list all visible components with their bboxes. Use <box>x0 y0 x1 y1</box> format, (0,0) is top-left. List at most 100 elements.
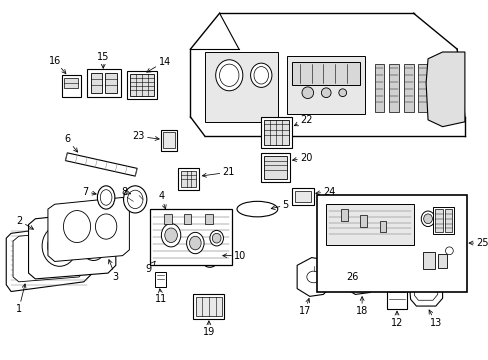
Bar <box>422 252 434 269</box>
Bar <box>64 78 78 88</box>
Bar <box>161 130 177 151</box>
Text: 10: 10 <box>223 251 246 261</box>
Bar <box>418 64 427 112</box>
Ellipse shape <box>445 247 452 255</box>
Bar <box>261 117 292 148</box>
Text: 18: 18 <box>355 297 367 316</box>
Bar <box>264 120 289 145</box>
Bar <box>295 191 310 202</box>
Ellipse shape <box>302 87 313 99</box>
Text: 12: 12 <box>390 311 403 328</box>
Ellipse shape <box>63 211 90 243</box>
Text: 16: 16 <box>48 55 66 73</box>
Text: 2: 2 <box>17 216 33 229</box>
Bar <box>130 74 153 96</box>
Bar <box>388 64 398 112</box>
Ellipse shape <box>97 186 115 209</box>
Ellipse shape <box>392 266 400 272</box>
Text: 25: 25 <box>468 238 488 248</box>
Polygon shape <box>425 52 464 127</box>
Ellipse shape <box>186 232 203 254</box>
Text: 22: 22 <box>294 115 312 126</box>
Text: 7: 7 <box>82 186 96 197</box>
Bar <box>149 209 232 265</box>
Bar <box>340 209 347 221</box>
Text: 9: 9 <box>145 261 155 274</box>
Ellipse shape <box>250 63 271 87</box>
Polygon shape <box>13 230 86 282</box>
Text: 6: 6 <box>64 134 78 152</box>
Ellipse shape <box>423 214 431 224</box>
Bar <box>437 254 447 268</box>
Bar <box>292 62 360 85</box>
Ellipse shape <box>209 230 223 246</box>
Polygon shape <box>342 256 377 294</box>
Bar <box>204 214 212 224</box>
Text: 20: 20 <box>292 153 312 163</box>
Text: 5: 5 <box>271 200 288 210</box>
Text: 14: 14 <box>146 57 170 72</box>
Bar <box>105 73 117 93</box>
Ellipse shape <box>156 244 170 261</box>
Ellipse shape <box>152 240 174 265</box>
Ellipse shape <box>164 228 177 243</box>
Ellipse shape <box>321 88 330 98</box>
Bar <box>403 64 413 112</box>
Ellipse shape <box>159 248 167 257</box>
Bar <box>178 168 199 190</box>
Text: 19: 19 <box>203 321 215 337</box>
Text: 8: 8 <box>121 186 130 197</box>
Bar <box>434 209 442 232</box>
Bar <box>90 73 102 93</box>
Bar <box>325 204 413 245</box>
Polygon shape <box>48 197 129 261</box>
Text: 24: 24 <box>315 186 335 197</box>
Ellipse shape <box>338 89 346 96</box>
Bar <box>154 272 166 287</box>
Text: 1: 1 <box>16 284 26 314</box>
Bar <box>316 194 466 292</box>
Bar <box>287 56 364 114</box>
Polygon shape <box>28 211 116 279</box>
Ellipse shape <box>42 226 77 266</box>
Text: 17: 17 <box>298 298 310 316</box>
Polygon shape <box>297 257 330 296</box>
Ellipse shape <box>123 186 146 213</box>
Text: 15: 15 <box>97 52 109 68</box>
Ellipse shape <box>200 244 219 267</box>
Bar <box>292 188 313 205</box>
Ellipse shape <box>206 252 213 260</box>
Ellipse shape <box>420 211 434 226</box>
Bar <box>264 156 287 179</box>
Bar <box>379 221 386 232</box>
Bar <box>181 171 196 187</box>
Text: 13: 13 <box>428 310 441 328</box>
Bar <box>374 64 384 112</box>
Bar <box>183 214 191 224</box>
Polygon shape <box>408 262 442 306</box>
Text: 3: 3 <box>108 260 119 282</box>
Ellipse shape <box>161 224 181 247</box>
Bar <box>61 75 81 96</box>
Ellipse shape <box>81 231 106 261</box>
Ellipse shape <box>237 201 277 217</box>
Bar <box>86 69 121 96</box>
Ellipse shape <box>203 248 216 264</box>
Bar <box>360 215 366 226</box>
Text: 4: 4 <box>158 191 166 209</box>
Ellipse shape <box>95 214 117 239</box>
Text: 26: 26 <box>346 272 358 282</box>
Bar <box>163 132 175 148</box>
Text: 11: 11 <box>155 289 167 305</box>
Bar <box>386 265 406 309</box>
Bar <box>193 294 224 319</box>
Ellipse shape <box>212 233 221 243</box>
Bar <box>444 209 451 232</box>
Bar <box>204 52 277 122</box>
Bar <box>196 297 221 316</box>
Text: 21: 21 <box>202 167 234 177</box>
Bar <box>164 214 172 224</box>
Ellipse shape <box>215 60 243 91</box>
Text: 23: 23 <box>132 131 159 141</box>
Polygon shape <box>6 224 93 292</box>
